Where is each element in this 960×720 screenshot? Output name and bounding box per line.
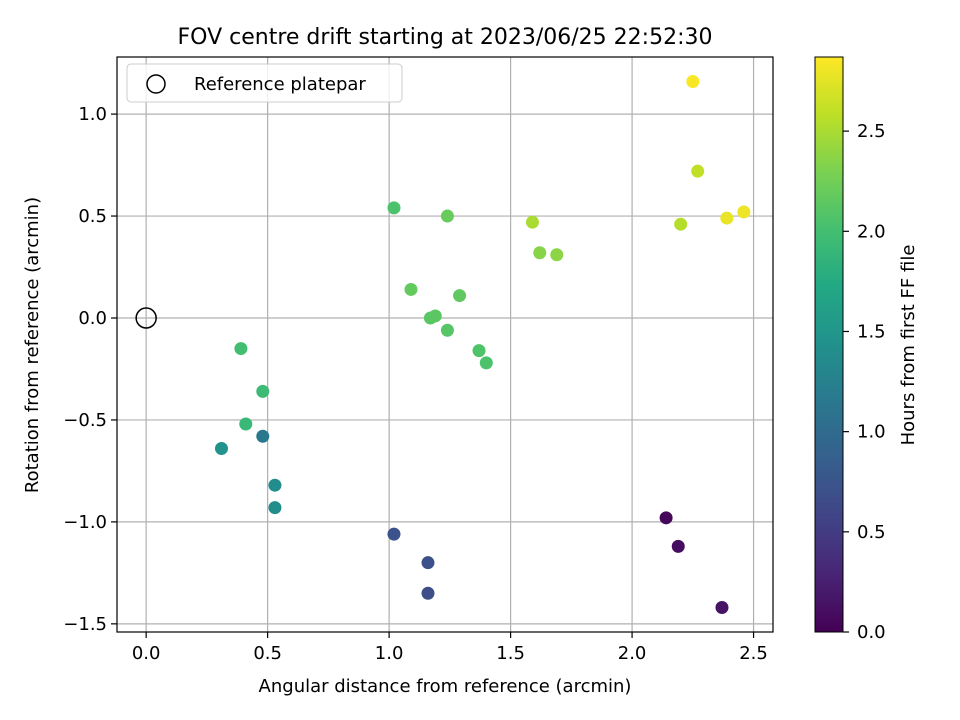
data-point <box>533 246 547 260</box>
y-tick-label: 1.0 <box>78 104 107 125</box>
colorbar <box>814 56 844 633</box>
data-point <box>720 211 734 225</box>
y-tick-label: 0.5 <box>78 206 107 227</box>
plot-frame <box>116 56 774 633</box>
y-tick-label: −1.5 <box>63 614 107 635</box>
x-tick-label: 1.5 <box>496 643 525 664</box>
legend-label: Reference platepar <box>194 74 366 95</box>
reference-platepar-marker <box>135 307 157 329</box>
data-point <box>239 417 253 431</box>
data-point <box>453 289 467 303</box>
data-point <box>421 586 435 600</box>
data-point <box>686 74 700 88</box>
colorbar-label: Hours from first FF file <box>898 245 919 446</box>
x-tick-label: 1.0 <box>375 643 404 664</box>
colorbar-tick-label: 0.5 <box>857 522 886 543</box>
data-point <box>404 282 418 296</box>
colorbar-tick-label: 1.5 <box>857 321 886 342</box>
data-point <box>671 539 685 553</box>
data-point <box>234 342 248 356</box>
data-point <box>256 429 270 443</box>
legend-box <box>126 63 403 103</box>
y-tick-label: −1.0 <box>63 512 107 533</box>
data-point <box>421 556 435 570</box>
data-point <box>525 215 539 229</box>
data-point <box>387 201 401 215</box>
data-points <box>214 74 751 615</box>
legend-open-circle-marker <box>146 74 166 94</box>
data-point <box>715 601 729 615</box>
data-point <box>440 323 454 337</box>
colorbar-tick-label: 1.0 <box>857 422 886 443</box>
data-point <box>472 344 486 358</box>
colorbar-tick-label: 2.5 <box>857 121 886 142</box>
y-axis-label: Rotation from reference (arcmin) <box>22 197 43 493</box>
data-point <box>674 217 688 231</box>
x-tick-label: 2.5 <box>739 643 768 664</box>
data-point <box>268 478 282 492</box>
y-tick-label: −0.5 <box>63 410 107 431</box>
data-point <box>691 164 705 178</box>
x-axis-label: Angular distance from reference (arcmin) <box>259 676 632 697</box>
data-point <box>214 441 228 455</box>
data-point <box>737 205 751 219</box>
colorbar-tick-label: 2.0 <box>857 221 886 242</box>
data-point <box>428 309 442 323</box>
x-tick-label: 0.5 <box>253 643 282 664</box>
colorbar-ticks: 0.0 0.5 1.0 1.5 2.0 2.5 <box>843 121 886 643</box>
x-tick-label: 0.0 <box>132 643 161 664</box>
grid-lines <box>117 57 773 632</box>
x-tick-label: 2.0 <box>618 643 647 664</box>
colorbar-tick-label: 0.0 <box>857 622 886 643</box>
legend: Reference platepar <box>126 63 403 103</box>
data-point <box>659 511 673 525</box>
data-point <box>440 209 454 223</box>
x-axis-ticks: 0.0 0.5 1.0 1.5 2.0 2.5 <box>132 632 768 664</box>
data-point <box>479 356 493 370</box>
data-point <box>256 384 270 398</box>
y-axis-ticks: −1.5 −1.0 −0.5 0.0 0.5 1.0 <box>63 104 117 635</box>
chart-title: FOV centre drift starting at 2023/06/25 … <box>178 25 713 50</box>
data-point <box>387 527 401 541</box>
y-tick-label: 0.0 <box>78 308 107 329</box>
data-point <box>268 501 282 515</box>
data-point <box>550 248 564 262</box>
reference-marker-layer <box>135 307 157 329</box>
